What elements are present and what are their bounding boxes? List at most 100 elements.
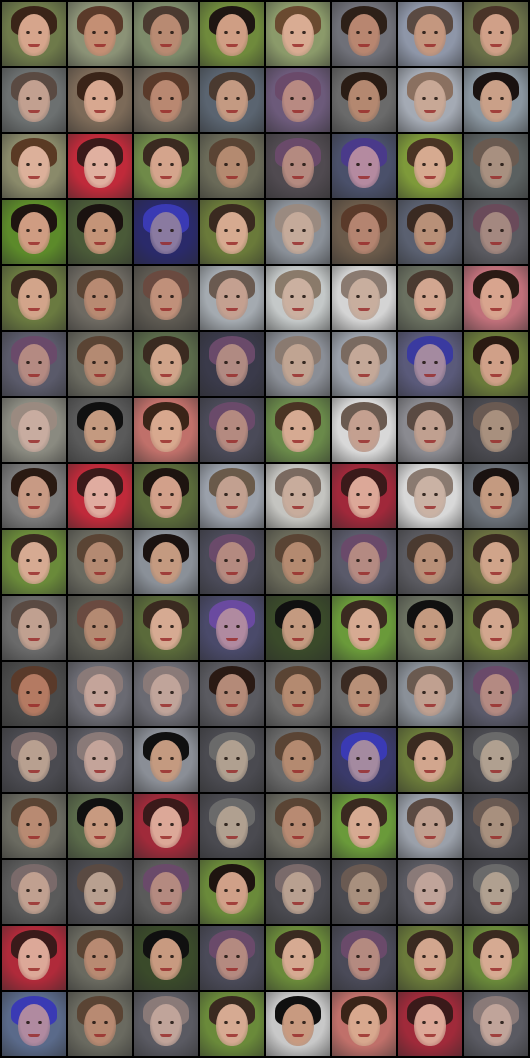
face-mouth bbox=[292, 506, 304, 509]
face-eyes bbox=[157, 823, 175, 826]
face-eyes bbox=[91, 691, 109, 694]
face-eyes bbox=[223, 1021, 241, 1024]
face-tile bbox=[332, 794, 396, 858]
face-mouth bbox=[160, 506, 172, 509]
face-mouth bbox=[226, 968, 238, 971]
face-eyes bbox=[223, 757, 241, 760]
face-tile bbox=[134, 926, 198, 990]
face-eyes bbox=[223, 97, 241, 100]
face-eyes bbox=[25, 955, 43, 958]
face-eyes bbox=[91, 361, 109, 364]
face-eyes bbox=[487, 163, 505, 166]
face-skin bbox=[414, 938, 446, 981]
face-eyes bbox=[289, 625, 307, 628]
face-tile bbox=[464, 464, 528, 528]
face-tile bbox=[332, 728, 396, 792]
face-eyes bbox=[355, 691, 373, 694]
face-tile bbox=[266, 992, 330, 1056]
face-skin bbox=[480, 740, 512, 783]
face-tile bbox=[464, 860, 528, 924]
face-eyes bbox=[421, 31, 439, 34]
face-mouth bbox=[292, 836, 304, 839]
face-eyes bbox=[355, 31, 373, 34]
face-mouth bbox=[358, 44, 370, 47]
face-eyes bbox=[25, 493, 43, 496]
face-skin bbox=[414, 344, 446, 387]
face-mouth bbox=[424, 770, 436, 773]
face-tile bbox=[68, 464, 132, 528]
face-eyes bbox=[91, 757, 109, 760]
face-eyes bbox=[355, 1021, 373, 1024]
face-skin bbox=[216, 344, 248, 387]
face-skin bbox=[84, 410, 116, 453]
face-mouth bbox=[358, 440, 370, 443]
face-mouth bbox=[490, 902, 502, 905]
face-eyes bbox=[223, 427, 241, 430]
face-skin bbox=[216, 14, 248, 57]
face-skin bbox=[414, 542, 446, 585]
face-eyes bbox=[289, 31, 307, 34]
face-mouth bbox=[160, 770, 172, 773]
face-skin bbox=[414, 278, 446, 321]
face-mouth bbox=[160, 308, 172, 311]
face-tile bbox=[2, 332, 66, 396]
face-tile bbox=[200, 398, 264, 462]
face-skin bbox=[480, 146, 512, 189]
face-skin bbox=[282, 80, 314, 123]
face-eyes bbox=[421, 691, 439, 694]
face-mouth bbox=[226, 704, 238, 707]
face-eyes bbox=[25, 295, 43, 298]
face-skin bbox=[84, 278, 116, 321]
face-tile bbox=[200, 860, 264, 924]
face-eyes bbox=[355, 361, 373, 364]
face-mouth bbox=[226, 506, 238, 509]
face-eyes bbox=[421, 97, 439, 100]
face-eyes bbox=[25, 889, 43, 892]
face-eyes bbox=[223, 889, 241, 892]
face-mouth bbox=[160, 242, 172, 245]
face-skin bbox=[414, 608, 446, 651]
face-tile bbox=[68, 332, 132, 396]
face-skin bbox=[348, 212, 380, 255]
face-mouth bbox=[424, 836, 436, 839]
face-skin bbox=[18, 80, 50, 123]
face-skin bbox=[150, 14, 182, 57]
face-tile bbox=[266, 200, 330, 264]
face-tile bbox=[134, 662, 198, 726]
face-eyes bbox=[223, 361, 241, 364]
face-tile bbox=[134, 2, 198, 66]
face-eyes bbox=[355, 559, 373, 562]
face-eyes bbox=[289, 163, 307, 166]
face-eyes bbox=[223, 229, 241, 232]
face-skin bbox=[216, 212, 248, 255]
face-mouth bbox=[160, 638, 172, 641]
face-tile bbox=[68, 200, 132, 264]
face-tile bbox=[332, 266, 396, 330]
face-mouth bbox=[28, 836, 40, 839]
face-tile bbox=[68, 266, 132, 330]
face-skin bbox=[282, 146, 314, 189]
face-tile bbox=[2, 992, 66, 1056]
face-tile bbox=[398, 332, 462, 396]
face-tile bbox=[332, 662, 396, 726]
face-skin bbox=[216, 806, 248, 849]
face-tile bbox=[464, 596, 528, 660]
face-tile bbox=[332, 926, 396, 990]
face-eyes bbox=[223, 559, 241, 562]
face-mouth bbox=[28, 506, 40, 509]
face-tile bbox=[134, 398, 198, 462]
face-tile bbox=[398, 992, 462, 1056]
face-eyes bbox=[289, 97, 307, 100]
face-skin bbox=[282, 542, 314, 585]
face-mouth bbox=[490, 308, 502, 311]
face-skin bbox=[414, 410, 446, 453]
face-skin bbox=[480, 80, 512, 123]
face-skin bbox=[18, 740, 50, 783]
face-mouth bbox=[292, 44, 304, 47]
face-tile bbox=[134, 728, 198, 792]
face-mouth bbox=[424, 110, 436, 113]
face-mouth bbox=[490, 704, 502, 707]
face-tile bbox=[266, 530, 330, 594]
face-mouth bbox=[94, 110, 106, 113]
face-eyes bbox=[25, 97, 43, 100]
